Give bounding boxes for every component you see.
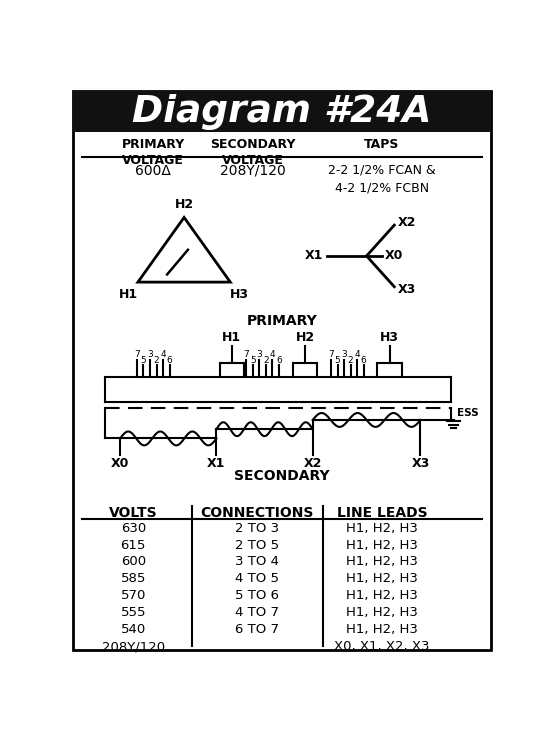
Text: X2: X2 xyxy=(398,216,416,228)
Text: H2: H2 xyxy=(295,331,315,344)
Text: X1: X1 xyxy=(305,250,323,263)
Text: H1, H2, H3: H1, H2, H3 xyxy=(346,522,418,534)
Text: 2 TO 5: 2 TO 5 xyxy=(235,539,279,551)
Text: CONNECTIONS: CONNECTIONS xyxy=(201,506,314,520)
Text: 630: 630 xyxy=(120,522,146,534)
Text: X3: X3 xyxy=(411,457,430,470)
Text: VOLTS: VOLTS xyxy=(109,506,158,520)
Text: H1, H2, H3: H1, H2, H3 xyxy=(346,539,418,551)
Text: SECONDARY
VOLTAGE: SECONDARY VOLTAGE xyxy=(210,138,295,167)
Text: 5 TO 6: 5 TO 6 xyxy=(235,589,279,603)
Text: 4 TO 7: 4 TO 7 xyxy=(235,606,279,619)
Text: X0: X0 xyxy=(385,250,404,263)
Text: 4: 4 xyxy=(354,350,360,359)
Text: TAPS: TAPS xyxy=(364,138,400,151)
Text: 5: 5 xyxy=(141,355,146,365)
Text: 2: 2 xyxy=(154,355,160,365)
Text: 4: 4 xyxy=(270,350,275,359)
Text: 555: 555 xyxy=(120,606,146,619)
Text: 4 TO 5: 4 TO 5 xyxy=(235,573,279,586)
Text: X1: X1 xyxy=(207,457,225,470)
Text: 208Y/120: 208Y/120 xyxy=(102,640,165,653)
Text: SECONDARY: SECONDARY xyxy=(234,469,329,483)
Text: 5: 5 xyxy=(334,355,340,365)
Text: H1, H2, H3: H1, H2, H3 xyxy=(346,623,418,636)
Text: 600: 600 xyxy=(120,556,146,568)
Text: 4: 4 xyxy=(160,350,166,359)
Text: H3: H3 xyxy=(380,331,399,344)
Text: 600Δ: 600Δ xyxy=(135,164,171,178)
Text: PRIMARY: PRIMARY xyxy=(246,313,317,327)
Text: H2: H2 xyxy=(174,197,194,211)
Text: Diagram #24A: Diagram #24A xyxy=(132,94,432,130)
Text: 7: 7 xyxy=(328,350,334,359)
Text: 585: 585 xyxy=(120,573,146,586)
Text: X0, X1, X2, X3: X0, X1, X2, X3 xyxy=(334,640,430,653)
Text: 2: 2 xyxy=(348,355,354,365)
Text: PRIMARY
VOLTAGE: PRIMARY VOLTAGE xyxy=(122,138,185,167)
Text: H3: H3 xyxy=(230,288,249,301)
Text: H1, H2, H3: H1, H2, H3 xyxy=(346,573,418,586)
Text: H1, H2, H3: H1, H2, H3 xyxy=(346,606,418,619)
Text: 7: 7 xyxy=(134,350,140,359)
Text: LINE LEADS: LINE LEADS xyxy=(337,506,427,520)
Text: 2: 2 xyxy=(263,355,269,365)
Text: 6: 6 xyxy=(167,355,173,365)
Text: 3: 3 xyxy=(341,350,347,359)
Text: 570: 570 xyxy=(120,589,146,603)
Text: H1, H2, H3: H1, H2, H3 xyxy=(346,556,418,568)
Text: H1: H1 xyxy=(119,288,138,301)
Text: 208Y/120: 208Y/120 xyxy=(220,164,285,178)
Text: 3 TO 4: 3 TO 4 xyxy=(235,556,279,568)
Text: 2-2 1/2% FCAN &
4-2 1/2% FCBN: 2-2 1/2% FCAN & 4-2 1/2% FCBN xyxy=(328,164,436,195)
Text: 6 TO 7: 6 TO 7 xyxy=(235,623,279,636)
Text: 3: 3 xyxy=(256,350,262,359)
Text: 6: 6 xyxy=(361,355,366,365)
Text: 6: 6 xyxy=(276,355,282,365)
Text: X2: X2 xyxy=(304,457,322,470)
Text: X3: X3 xyxy=(398,283,416,297)
Text: 5: 5 xyxy=(250,355,256,365)
Text: 2 TO 3: 2 TO 3 xyxy=(235,522,279,534)
Text: X0: X0 xyxy=(111,457,129,470)
Text: 3: 3 xyxy=(147,350,153,359)
Text: ESS: ESS xyxy=(456,408,478,418)
Polygon shape xyxy=(73,91,491,132)
Text: 615: 615 xyxy=(120,539,146,551)
Text: H1: H1 xyxy=(222,331,241,344)
Text: 540: 540 xyxy=(120,623,146,636)
Text: 7: 7 xyxy=(244,350,249,359)
Text: H1, H2, H3: H1, H2, H3 xyxy=(346,589,418,603)
